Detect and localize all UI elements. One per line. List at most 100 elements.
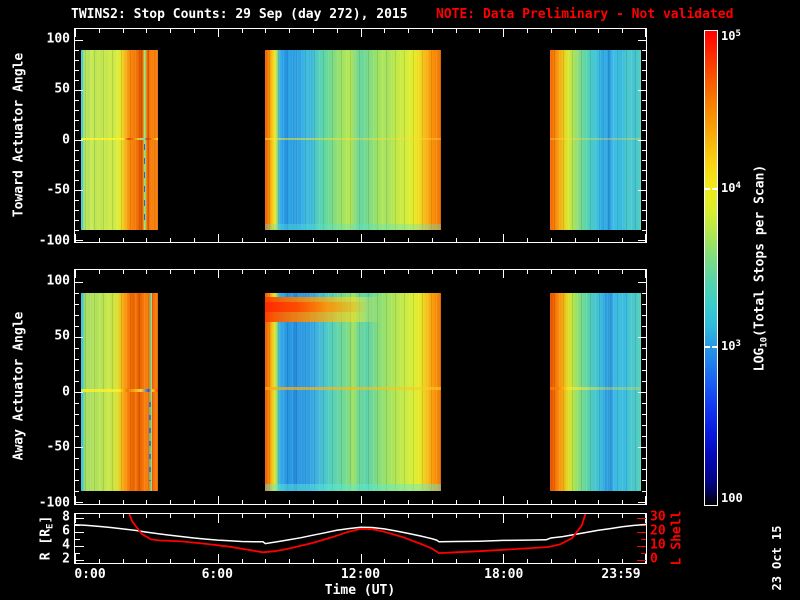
tick-mark: [622, 270, 624, 274]
tick-mark: [645, 496, 646, 504]
tick-mark: [98, 270, 100, 274]
tick-mark: [241, 500, 243, 504]
tick-mark: [75, 234, 76, 242]
tick-mark: [384, 500, 386, 504]
tick-mark: [312, 270, 314, 274]
tick-mark: [455, 29, 457, 33]
tick-mark: [638, 391, 646, 393]
tick-mark: [598, 29, 600, 33]
tick-mark: [645, 234, 646, 242]
tick-mark: [574, 238, 576, 242]
tick-mark: [170, 29, 172, 33]
chunk-feature: [265, 224, 442, 231]
tick-mark: [574, 29, 576, 33]
tick-mark: [622, 29, 624, 33]
tick-mark: [431, 559, 433, 563]
tick-mark: [527, 29, 529, 33]
tick-mark: [641, 539, 646, 540]
tick-mark: [98, 29, 100, 33]
tick-mark: [642, 169, 646, 171]
l-shell-line: [128, 514, 587, 555]
tick-mark: [574, 559, 576, 563]
line-plot-svg: [75, 514, 646, 555]
r-line: [75, 523, 646, 545]
tick-mark: [455, 270, 457, 274]
tick-mark: [289, 270, 291, 274]
tick-mark: [479, 29, 481, 33]
colorbar-tick-label: 100: [721, 491, 743, 506]
tick-mark: [75, 39, 83, 41]
tick-mark: [312, 238, 314, 242]
colorbar-exponent: 3: [735, 339, 741, 350]
tick-mark: [384, 238, 386, 242]
chunk-feature: [265, 301, 442, 312]
tick-mark: [384, 514, 386, 518]
tick-mark: [598, 270, 600, 274]
y-tick-label: -50: [46, 439, 70, 455]
y-tick-label: -50: [46, 182, 70, 198]
l-tick-label: 0: [650, 551, 658, 567]
chunk-feature: [265, 137, 442, 141]
tick-mark: [75, 336, 83, 338]
tick-mark: [622, 500, 624, 504]
tick-mark: [642, 457, 646, 459]
r-tick-label: 4: [62, 537, 70, 553]
tick-mark: [75, 99, 79, 101]
tick-mark: [75, 380, 79, 382]
tick-mark: [527, 500, 529, 504]
tick-mark: [550, 238, 552, 242]
tick-mark: [360, 554, 362, 563]
tick-mark: [75, 347, 79, 349]
tick-mark: [431, 500, 433, 504]
r-tick-label: 8: [62, 509, 70, 525]
tick-mark: [550, 514, 552, 518]
tick-mark: [75, 479, 79, 481]
tick-mark: [638, 336, 646, 338]
tick-mark: [75, 209, 79, 211]
tick-mark: [122, 559, 124, 563]
tick-mark: [360, 270, 362, 278]
colorbar-subscript: 10: [759, 336, 770, 348]
tick-mark: [408, 559, 410, 563]
spectrogram-chunk: [550, 292, 641, 492]
tick-mark: [217, 514, 219, 523]
tick-mark: [217, 234, 219, 242]
tick-mark: [146, 514, 148, 518]
tick-mark: [289, 500, 291, 504]
tick-mark: [170, 500, 172, 504]
tick-mark: [479, 559, 481, 563]
tick-mark: [75, 554, 76, 563]
tick-mark: [598, 500, 600, 504]
tick-mark: [503, 234, 505, 242]
tick-mark: [527, 514, 529, 518]
tick-mark: [98, 559, 100, 563]
tick-mark: [642, 314, 646, 316]
tick-mark: [75, 69, 79, 71]
colorbar-tick: [705, 187, 710, 190]
plot-title: TWINS2: Stop Counts: 29 Sep (day 272), 2…: [71, 7, 408, 22]
tick-mark: [75, 468, 79, 470]
tick-mark: [642, 347, 646, 349]
tick-mark: [75, 281, 83, 283]
tick-mark: [75, 239, 83, 241]
tick-mark: [312, 559, 314, 563]
x-tick-label: 0:00: [74, 567, 106, 582]
colorbar-tick: [705, 346, 710, 349]
tick-mark: [312, 514, 314, 518]
spectrogram-chunk: [80, 292, 158, 492]
colorbar: [704, 30, 718, 506]
tick-mark: [622, 514, 624, 518]
tick-mark: [622, 238, 624, 242]
tick-mark: [193, 238, 195, 242]
tick-mark: [641, 525, 646, 526]
tick-mark: [265, 238, 267, 242]
tick-mark: [527, 238, 529, 242]
tick-mark: [146, 29, 148, 33]
tick-mark: [312, 500, 314, 504]
tick-mark: [75, 560, 84, 561]
tick-mark: [637, 560, 646, 561]
tick-mark: [479, 500, 481, 504]
tick-mark: [642, 402, 646, 404]
tick-mark: [241, 270, 243, 274]
x-tick-label: 23:59: [601, 567, 641, 582]
